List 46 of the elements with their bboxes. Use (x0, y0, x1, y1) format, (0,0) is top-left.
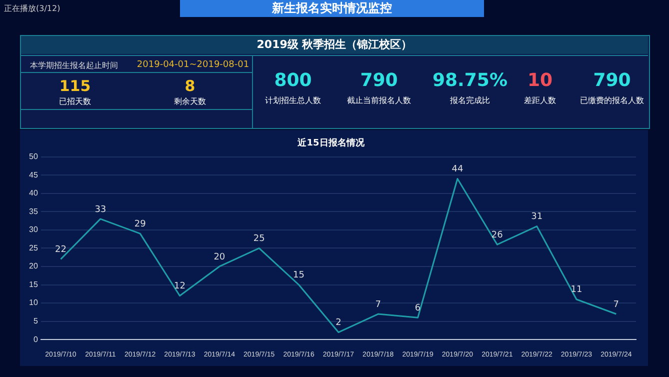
text: 差距人数 (524, 95, 556, 106)
text: 剩余天数 (174, 96, 206, 107)
data-label: 25 (253, 234, 265, 244)
y-tick-label: 0 (33, 334, 38, 344)
y-tick-label: 50 (28, 152, 38, 162)
y-tick-label: 30 (28, 225, 38, 234)
text: 98.75% (432, 70, 508, 91)
y-tick-label: 25 (28, 243, 38, 252)
text: 本学期招生报名起止时间 (30, 60, 118, 71)
text: 已缴费的报名人数 (580, 95, 644, 106)
data-label: 15 (293, 270, 304, 281)
data-label: 44 (452, 164, 464, 175)
data-label: 31 (531, 212, 543, 222)
data-label: 22 (55, 245, 66, 256)
text: 报名完成比 (450, 95, 490, 106)
text: 800 (274, 70, 312, 91)
text: 计划招生总人数 (265, 95, 321, 106)
text: 10 (527, 70, 553, 91)
y-tick-label: 15 (28, 280, 38, 289)
text: 正在播放(3/12) (4, 3, 60, 14)
text: 790 (593, 70, 631, 91)
y-tick-label: 20 (28, 262, 38, 271)
text: 2019-04-01~2019-08-01 (136, 60, 250, 70)
data-label: 26 (491, 230, 504, 240)
data-label: 12 (174, 282, 186, 292)
data-label: 7 (613, 300, 620, 310)
y-tick-label: 10 (28, 298, 38, 308)
y-tick-label: 45 (28, 170, 38, 180)
text: 115 (59, 77, 91, 95)
y-tick-label: 40 (28, 188, 38, 198)
data-label: 6 (414, 304, 421, 314)
text: 790 (360, 70, 398, 91)
text: 已招天数 (59, 96, 91, 107)
data-label: 2 (336, 318, 342, 328)
text: 新生报名实时情况监控 (180, 0, 484, 17)
data-label: 20 (214, 252, 226, 262)
text: 8 (184, 77, 196, 95)
data-label: 33 (94, 204, 106, 215)
text: 截止当前报名人数 (347, 95, 411, 106)
data-label: 11 (570, 285, 582, 296)
y-tick-label: 35 (28, 206, 38, 216)
data-label: 7 (375, 300, 381, 310)
y-tick-label: 5 (33, 316, 38, 326)
data-label: 29 (134, 219, 146, 230)
text: 2019级 秋季招生（锦江校区） (21, 36, 648, 54)
chart-title: 近15日报名情况 (296, 138, 366, 149)
